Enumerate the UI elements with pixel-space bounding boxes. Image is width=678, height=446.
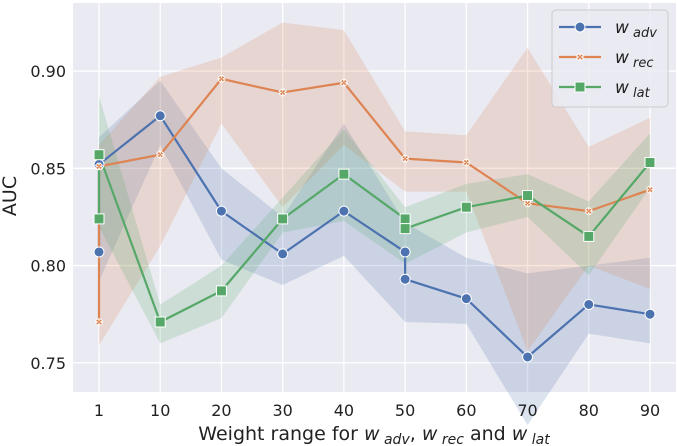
data-point (399, 246, 411, 258)
x-tick-label: 10 (150, 401, 170, 420)
data-point (399, 273, 411, 285)
legend: w adv w rec w lat (551, 9, 669, 108)
confidence-band (99, 22, 650, 352)
data-point (217, 74, 226, 84)
data-point (93, 213, 105, 225)
legend-label: w lat (615, 78, 651, 101)
data-point (645, 185, 655, 195)
data-point (93, 246, 105, 258)
series-line (97, 153, 651, 324)
x-tick-label: 30 (272, 401, 292, 420)
data-point (277, 213, 289, 225)
data-point (94, 162, 104, 171)
data-point (460, 293, 472, 305)
data-point (338, 168, 350, 180)
data-point (400, 154, 410, 163)
x-tick-label: 40 (334, 401, 354, 420)
data-point (399, 223, 411, 235)
data-point (522, 190, 534, 202)
x-tick-label: 60 (456, 401, 476, 420)
data-point (584, 206, 594, 216)
data-point (644, 156, 656, 168)
data-point (93, 149, 105, 161)
data-point (154, 316, 166, 328)
x-tick-label: 20 (211, 401, 231, 420)
data-point (277, 248, 289, 260)
data-point (339, 78, 349, 88)
x-axis-label: Weight range for w adv, w rec and w lat (198, 423, 550, 446)
data-point (574, 81, 586, 93)
data-point (523, 199, 532, 208)
data-point (522, 351, 534, 363)
data-point (460, 201, 472, 213)
data-point (574, 21, 586, 33)
x-tick-label: 70 (517, 401, 537, 420)
data-point (215, 205, 227, 217)
data-point (215, 285, 227, 297)
x-tick-label: 1 (94, 401, 104, 420)
y-tick-label: 0.75 (30, 354, 66, 373)
y-axis-label: AUC (0, 176, 21, 216)
data-point (644, 308, 656, 320)
confidence-bands (99, 22, 650, 426)
x-tick-label: 50 (395, 401, 415, 420)
data-point (94, 317, 104, 327)
x-tick-label: 90 (640, 401, 660, 420)
legend-label: w rec (615, 48, 654, 71)
data-point (278, 88, 287, 97)
x-tick-label: 80 (579, 401, 599, 420)
data-point (399, 213, 411, 225)
tick-labels: 1 10 20 30 40 50 60 70 80 90 0.75 0.80 0.85 0.90 (30, 62, 660, 420)
data-point (338, 205, 350, 217)
data-point (155, 150, 165, 159)
data-point (575, 52, 585, 62)
data-point (583, 298, 595, 310)
data-point (462, 158, 471, 167)
y-tick-label: 0.80 (30, 257, 66, 276)
y-tick-label: 0.85 (30, 159, 66, 178)
confidence-band (99, 96, 650, 344)
series-markers (93, 74, 656, 363)
confidence-band (99, 80, 650, 426)
data-point (583, 230, 595, 242)
data-point (154, 110, 166, 122)
y-tick-label: 0.90 (30, 62, 66, 81)
legend-label: w adv (615, 18, 657, 41)
series-line (97, 114, 651, 359)
